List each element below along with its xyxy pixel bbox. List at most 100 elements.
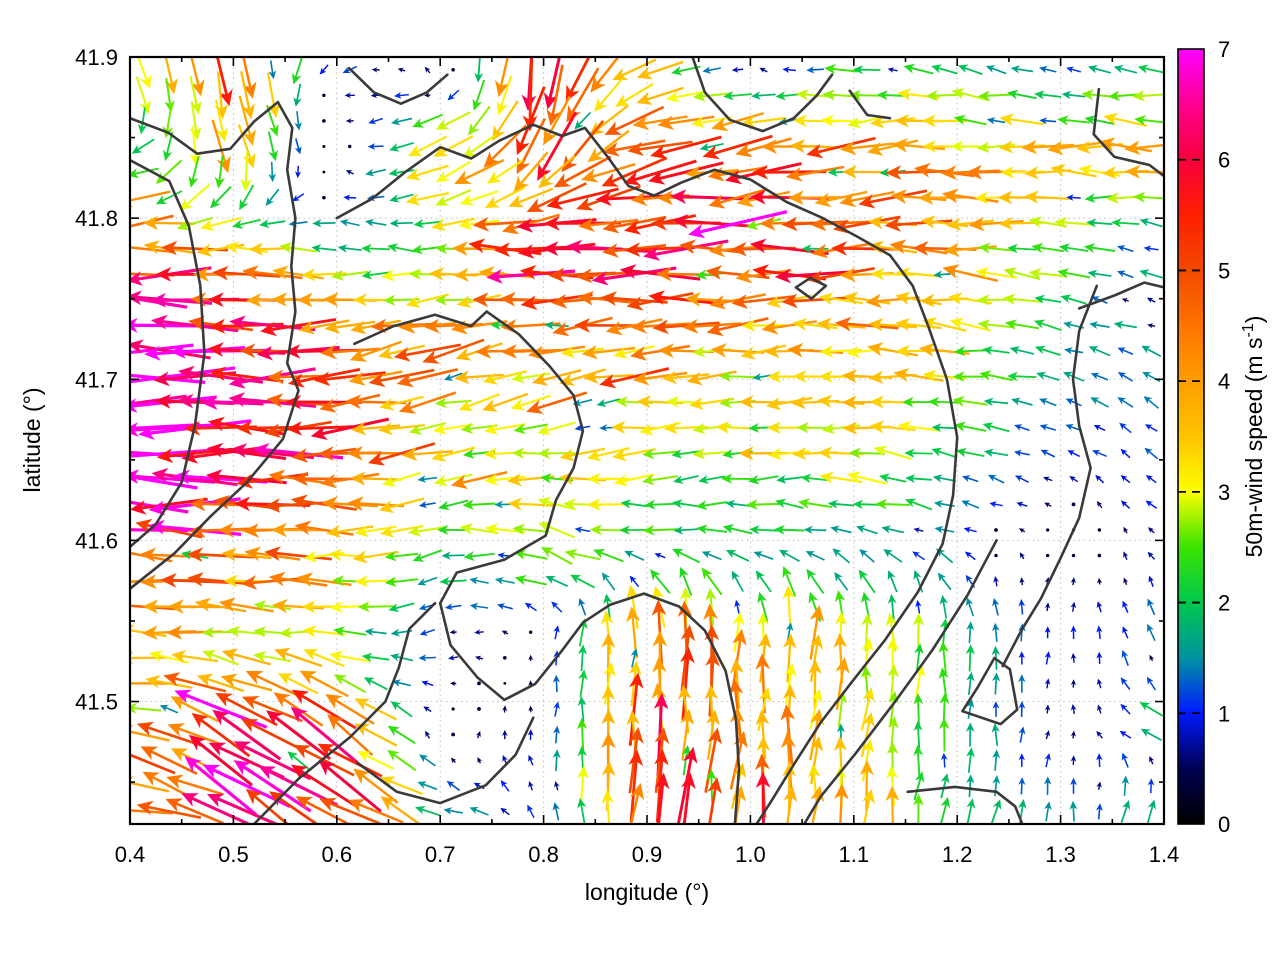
wind-arrow-head — [827, 499, 838, 509]
wind-arrow-dot — [994, 553, 998, 558]
y-tick-label: 41.9 — [75, 45, 118, 70]
wind-arrow-shaft — [1058, 168, 1097, 178]
wind-arrow-head — [347, 496, 364, 512]
wind-arrow-shaft — [195, 553, 255, 559]
colorbar-tick-label: 7 — [1218, 37, 1230, 62]
terrain-contour-line — [691, 57, 834, 133]
wind-arrow — [570, 574, 596, 589]
wind-arrow-head — [264, 546, 281, 561]
wind-arrow-shaft — [1145, 373, 1161, 383]
wind-arrow-head — [397, 67, 404, 73]
wind-arrow — [553, 701, 560, 717]
wind-arrow-head — [1076, 140, 1091, 154]
wind-arrow — [1122, 626, 1129, 639]
wind-arrow-head — [163, 672, 181, 687]
wind-arrow-shaft — [502, 809, 510, 816]
wind-arrow-head — [1039, 117, 1048, 125]
wind-arrow — [417, 475, 438, 483]
wind-arrow — [1092, 450, 1107, 457]
wind-arrow-head — [371, 67, 378, 73]
wind-arrow-head — [418, 603, 428, 611]
wind-arrow-head — [189, 496, 206, 512]
wind-arrow-shaft — [968, 649, 972, 672]
wind-arrow — [218, 597, 274, 613]
wind-arrow-head — [757, 612, 769, 626]
wind-arrow-head — [328, 548, 343, 562]
wind-arrow — [1040, 449, 1056, 458]
wind-arrow-shaft — [176, 605, 222, 609]
wind-arrow — [155, 190, 183, 205]
wind-arrow-head — [389, 194, 400, 203]
wind-arrow-head — [1117, 270, 1126, 278]
wind-arrow-shaft — [992, 503, 1003, 507]
wind-arrow-head — [1044, 626, 1051, 633]
wind-arrow-head — [1096, 730, 1103, 738]
wind-arrow-shaft — [462, 373, 504, 379]
wind-arrow — [450, 681, 457, 687]
wind-arrow-head — [613, 474, 628, 487]
wind-arrow-head — [1018, 799, 1027, 809]
wind-arrow — [891, 138, 946, 153]
wind-arrow — [396, 368, 459, 388]
wind-arrow-head — [1117, 245, 1126, 252]
wind-arrow — [952, 395, 988, 407]
wind-arrow-shaft — [837, 697, 844, 728]
wind-arrow-shaft — [218, 371, 284, 383]
wind-arrow-shaft — [410, 450, 453, 456]
wind-arrow — [1142, 371, 1161, 383]
wind-arrow — [390, 701, 413, 718]
wind-arrow-shaft — [680, 633, 691, 692]
wind-arrow-shaft — [366, 247, 391, 251]
wind-arrow — [927, 396, 961, 408]
wind-arrow-head — [732, 785, 747, 802]
wind-arrow — [966, 798, 976, 824]
wind-arrow — [239, 184, 255, 211]
wind-arrow — [748, 474, 779, 485]
wind-arrow-head — [527, 729, 534, 736]
terrain-contour-line — [252, 601, 437, 824]
wind-arrow-shaft — [909, 452, 933, 455]
wind-arrow-head — [705, 588, 717, 601]
wind-arrow — [992, 749, 1001, 771]
wind-arrow-shaft — [678, 475, 699, 482]
wind-arrow-head — [913, 720, 923, 732]
wind-arrow-shaft — [404, 368, 459, 384]
wind-arrow-shaft — [960, 349, 987, 353]
wind-arrow-head — [1121, 649, 1129, 659]
wind-arrow — [1070, 601, 1077, 612]
wind-arrow-shaft — [144, 725, 202, 747]
wind-arrow-shaft — [910, 477, 932, 481]
wind-arrow-head — [292, 471, 309, 487]
wind-arrow — [765, 396, 813, 411]
wind-arrow-shaft — [1123, 629, 1129, 639]
wind-arrow-shaft — [959, 424, 987, 432]
wind-arrow-head — [897, 88, 912, 101]
wind-arrow-shaft — [555, 678, 558, 693]
wind-arrow-shaft — [1065, 296, 1087, 305]
wind-arrow-shaft — [1118, 323, 1137, 329]
wind-arrow-shaft — [787, 592, 792, 629]
wind-arrow-shaft — [1072, 805, 1075, 822]
wind-arrow-head — [378, 422, 393, 436]
wind-arrow — [912, 551, 926, 561]
y-axis-label: latitude (°) — [19, 387, 45, 492]
wind-arrow-head — [953, 114, 966, 125]
wind-arrow — [560, 345, 605, 359]
wind-arrow-shaft — [474, 605, 489, 609]
wind-arrow — [322, 93, 326, 98]
wind-arrow-head — [760, 139, 777, 154]
wind-arrow-head — [213, 495, 231, 510]
wind-arrow — [1139, 702, 1164, 717]
wind-arrow-head — [378, 500, 395, 513]
wind-arrow-head — [915, 599, 922, 608]
wind-arrow-shaft — [491, 475, 526, 482]
wind-arrow — [983, 448, 1009, 458]
wind-arrow-head — [893, 368, 910, 382]
wind-arrow — [835, 657, 850, 710]
wind-arrow — [601, 632, 616, 684]
wind-arrow-head — [1044, 602, 1051, 609]
wind-arrow-head — [390, 701, 402, 711]
wind-arrow-shaft — [631, 652, 636, 668]
wind-arrow-shaft — [1045, 756, 1050, 768]
wind-arrow — [268, 60, 277, 80]
